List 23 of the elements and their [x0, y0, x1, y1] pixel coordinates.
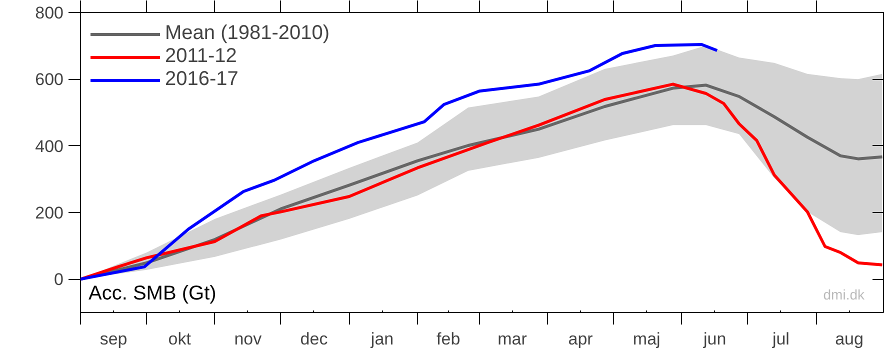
x-tick-label: nov	[234, 330, 262, 348]
x-tick-label: sep	[100, 330, 128, 348]
x-tick-label: jan	[370, 330, 394, 348]
x-tick-label: jul	[771, 330, 790, 348]
x-tick-label: apr	[568, 330, 594, 348]
x-tick-label: feb	[436, 330, 460, 348]
x-tick-label: mar	[498, 330, 528, 348]
x-tick-label: maj	[632, 330, 660, 348]
x-tick-label: okt	[168, 330, 192, 348]
x-tick-label: dec	[300, 330, 328, 348]
y-tick-label: 600	[35, 70, 64, 90]
annotation: dmi.dk	[823, 286, 866, 302]
legend-label: 2016-17	[165, 68, 238, 91]
y-tick-label: 0	[54, 270, 64, 290]
x-tick-label: aug	[835, 330, 864, 348]
legend-label: 2011-12	[165, 45, 237, 68]
y-tick-label: 200	[35, 204, 64, 222]
x-tick-label: jun	[702, 330, 726, 348]
line-series	[80, 43, 719, 281]
y-tick-label: 400	[35, 136, 64, 156]
legend-label: Mean (1981-2010)	[165, 22, 330, 45]
annotation: Acc. SMB (Gt)	[88, 282, 216, 304]
y-tick-label: 800	[35, 4, 64, 22]
